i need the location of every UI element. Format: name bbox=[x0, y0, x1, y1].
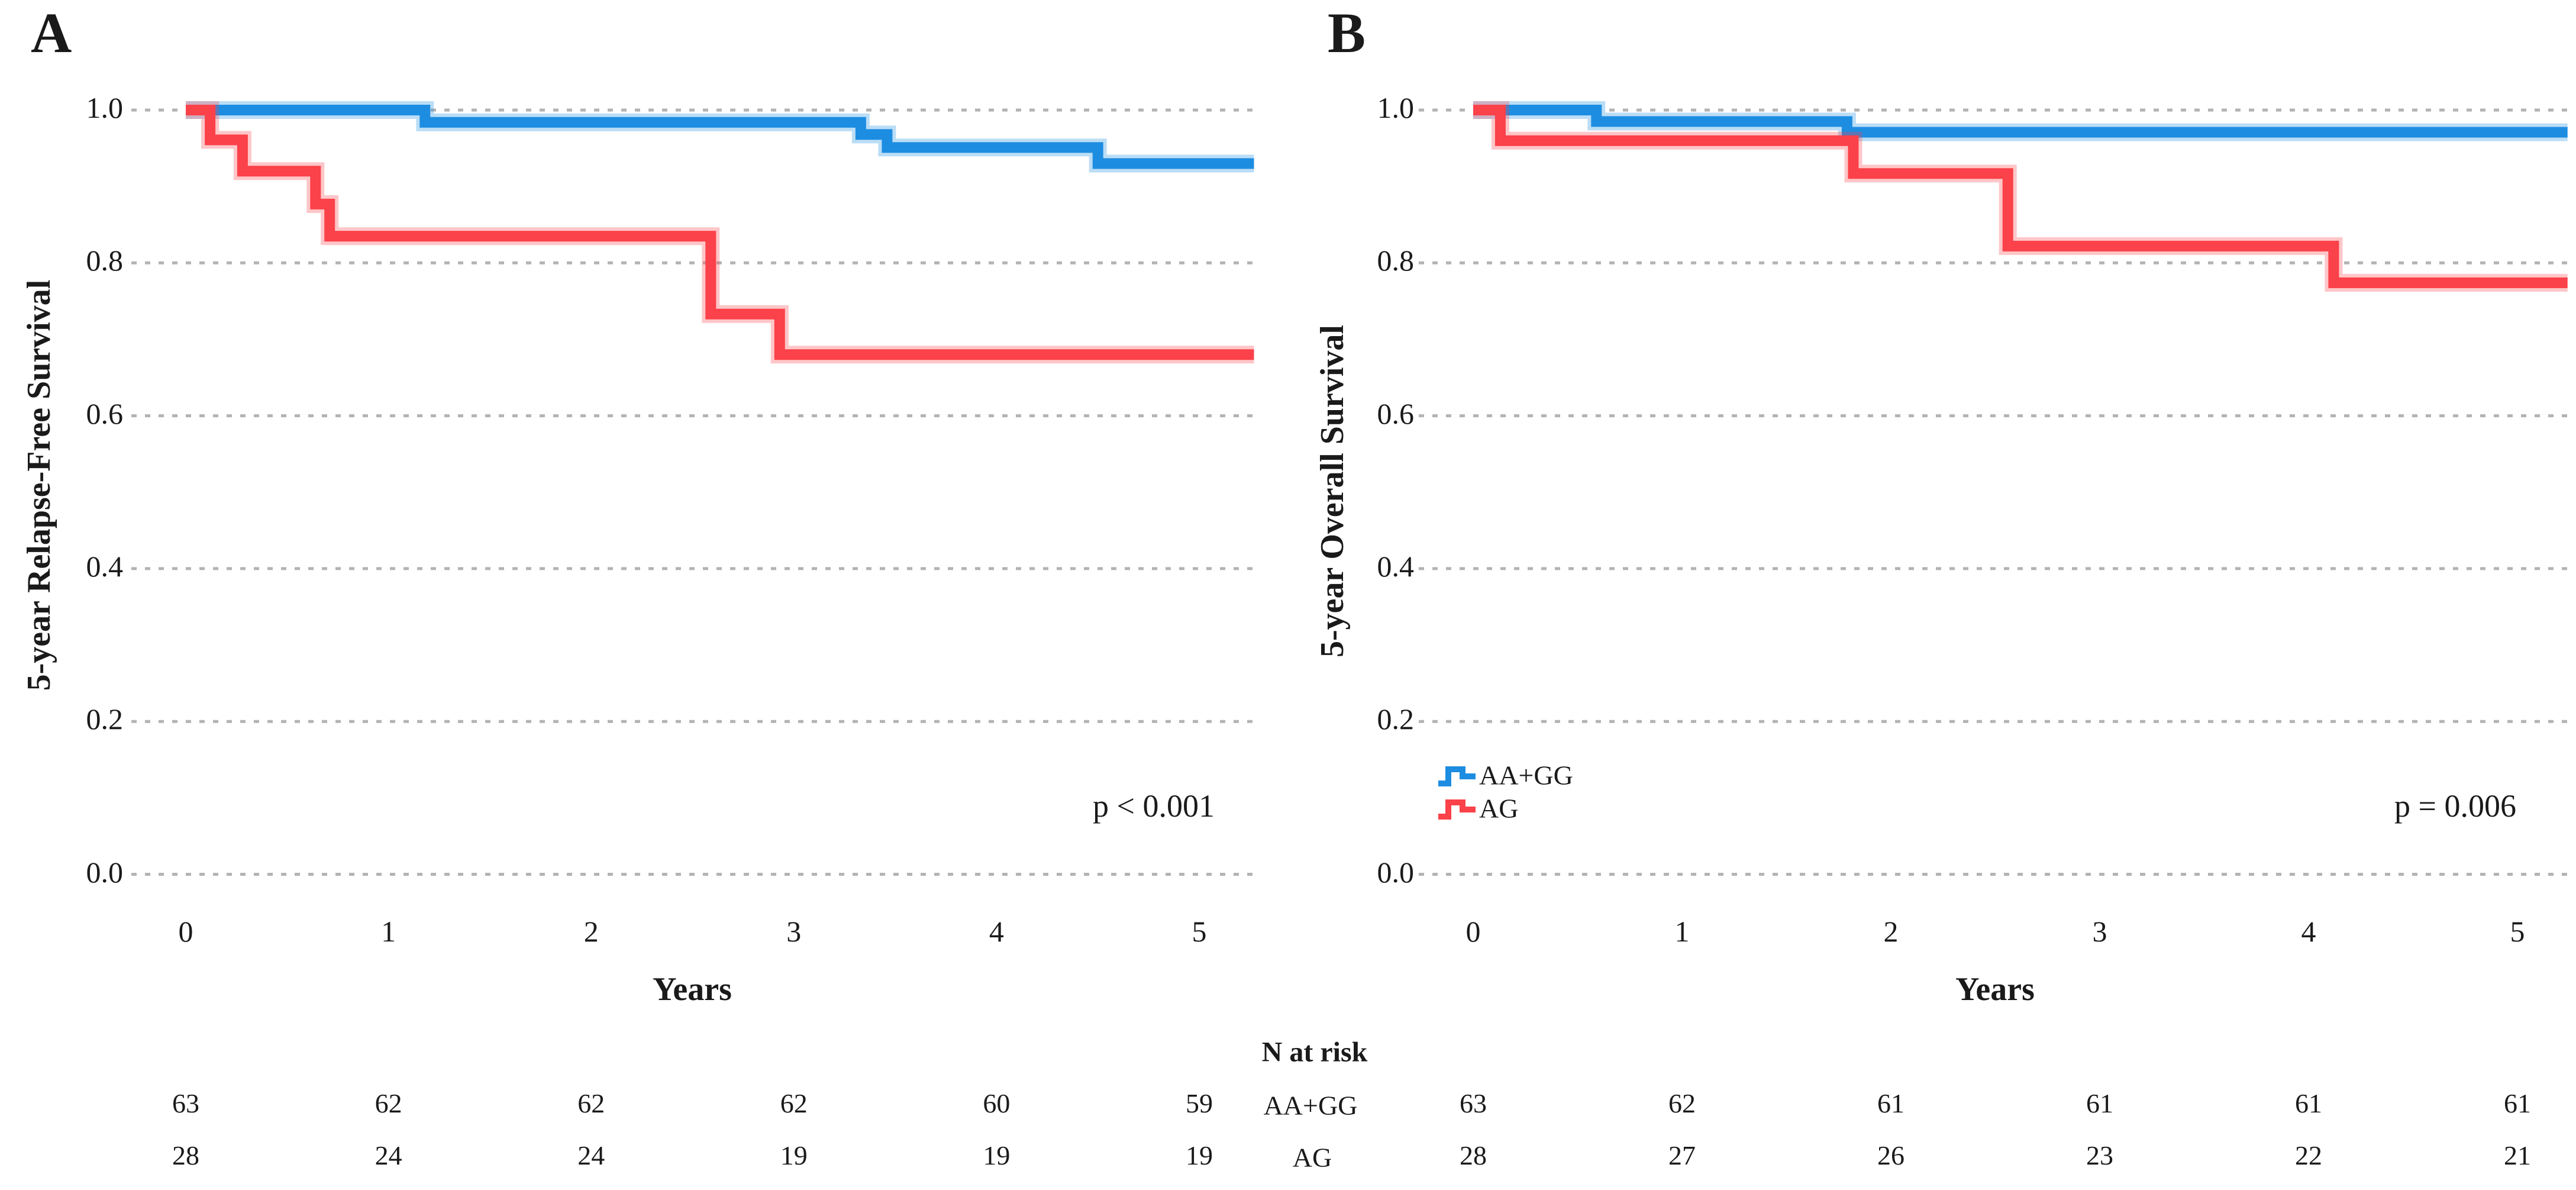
panel-b-n-at-risk-ag-t0: 28 bbox=[1460, 1140, 1487, 1170]
panel-b-n-at-risk-aa+gg-t4: 61 bbox=[2295, 1088, 2322, 1118]
panel-b-n-at-risk-ag-t3: 23 bbox=[2086, 1140, 2113, 1170]
panel-b-n-at-risk-ag-t2: 26 bbox=[1877, 1140, 1904, 1170]
panel-a-n-at-risk-aa+gg-t4: 60 bbox=[983, 1088, 1011, 1118]
panel-a-n-at-risk-ag-t4: 19 bbox=[983, 1140, 1011, 1170]
panel-b-n-at-risk-ag-t5: 21 bbox=[2504, 1140, 2531, 1170]
panel-b-y-tick-0.8: 0.8 bbox=[1377, 244, 1415, 278]
legend-swatch-ag-icon bbox=[1438, 799, 1476, 820]
panel-a-curve-aa+gg bbox=[186, 105, 1254, 169]
panel-a-n-at-risk-aa+gg-t5: 59 bbox=[1186, 1088, 1213, 1118]
panel-a-x-tick-5: 5 bbox=[1192, 915, 1207, 948]
panel-b-y-tick-0.0: 0.0 bbox=[1377, 855, 1415, 889]
panel-a-n-at-risk-ag-t0: 28 bbox=[172, 1140, 199, 1170]
panel-b-y-tick-1.0: 1.0 bbox=[1377, 91, 1415, 124]
panel-b-letter: B bbox=[1328, 1, 1366, 65]
panel-a-n-at-risk-ag-t5: 19 bbox=[1186, 1140, 1213, 1170]
panel-a-curve-ag bbox=[186, 105, 1254, 360]
panel-a-y-tick-0.4: 0.4 bbox=[86, 549, 124, 583]
n-at-risk-header: N at risk bbox=[1261, 1036, 1368, 1068]
panel-a-n-at-risk-ag-t1: 24 bbox=[375, 1140, 402, 1170]
panel-a-n-at-risk-ag-t3: 19 bbox=[780, 1140, 808, 1170]
panel-b-x-tick-3: 3 bbox=[2092, 915, 2107, 948]
panel-b-y-tick-0.4: 0.4 bbox=[1377, 549, 1415, 583]
panel-a-x-tick-3: 3 bbox=[786, 915, 802, 948]
panel-b-p-value: p = 0.006 bbox=[2394, 788, 2516, 824]
n-at-risk-row-label-ag: AG bbox=[1292, 1142, 1332, 1173]
legend-label-aa-gg: AA+GG bbox=[1479, 760, 1573, 791]
panel-b-n-at-risk-aa+gg-t5: 61 bbox=[2504, 1088, 2531, 1118]
panel-b-n-at-risk-ag-t4: 22 bbox=[2295, 1140, 2322, 1170]
panel-a-n-at-risk-aa+gg-t1: 62 bbox=[375, 1088, 402, 1118]
panel-a-y-axis-title: 5-year Relapse-Free Survival bbox=[21, 279, 57, 691]
panel-b-y-tick-0.2: 0.2 bbox=[1377, 702, 1415, 736]
panel-b-n-at-risk-aa+gg-t3: 61 bbox=[2086, 1088, 2113, 1118]
panel-b-n-at-risk-aa+gg-t2: 61 bbox=[1877, 1088, 1904, 1118]
panel-a-y-tick-0.8: 0.8 bbox=[86, 244, 124, 278]
panel-a-x-tick-0: 0 bbox=[178, 915, 193, 948]
n-at-risk-row-label-aa-gg: AA+GG bbox=[1263, 1090, 1358, 1121]
panel-a-y-tick-0.2: 0.2 bbox=[86, 702, 124, 736]
panel-a-y-tick-0.0: 0.0 bbox=[86, 855, 124, 889]
panel-a-x-tick-1: 1 bbox=[381, 915, 396, 948]
panel-a-x-axis-title: Years bbox=[653, 971, 732, 1008]
panel-b-y-tick-0.6: 0.6 bbox=[1377, 396, 1415, 430]
panel-a-p-value: p < 0.001 bbox=[1093, 788, 1215, 824]
panel-b-n-at-risk-aa+gg-t1: 62 bbox=[1668, 1088, 1696, 1118]
panel-a-n-at-risk-aa+gg-t3: 62 bbox=[780, 1088, 808, 1118]
panel-a-x-tick-4: 4 bbox=[989, 915, 1004, 948]
panel-b-x-tick-0: 0 bbox=[1465, 915, 1481, 948]
panel-a-y-tick-0.6: 0.6 bbox=[86, 396, 124, 430]
panel-b-x-axis-title: Years bbox=[1955, 971, 2035, 1008]
panel-a-letter: A bbox=[31, 1, 72, 65]
legend-swatch-aa-gg-icon bbox=[1438, 766, 1476, 786]
legend-label-ag: AG bbox=[1479, 793, 1519, 824]
panel-a-x-tick-2: 2 bbox=[583, 915, 599, 948]
panel-b-curve-aa+gg bbox=[1473, 105, 2568, 138]
panel-b-curve-ag bbox=[1473, 105, 2568, 288]
panel-b-x-tick-2: 2 bbox=[1883, 915, 1899, 948]
panel-a-n-at-risk-aa+gg-t0: 63 bbox=[172, 1088, 199, 1118]
panel-b-x-tick-4: 4 bbox=[2301, 915, 2316, 948]
panel-a-y-tick-1.0: 1.0 bbox=[86, 91, 124, 124]
panel-a-n-at-risk-ag-t2: 24 bbox=[577, 1140, 605, 1170]
panel-b-y-axis-title: 5-year Overall Survival bbox=[1314, 325, 1351, 657]
panel-b-n-at-risk-ag-t1: 27 bbox=[1668, 1140, 1696, 1170]
panel-b-x-tick-5: 5 bbox=[2510, 915, 2525, 948]
panel-b-x-tick-1: 1 bbox=[1674, 915, 1690, 948]
panel-a-n-at-risk-aa+gg-t2: 62 bbox=[577, 1088, 605, 1118]
panel-b-n-at-risk-aa+gg-t0: 63 bbox=[1460, 1088, 1487, 1118]
